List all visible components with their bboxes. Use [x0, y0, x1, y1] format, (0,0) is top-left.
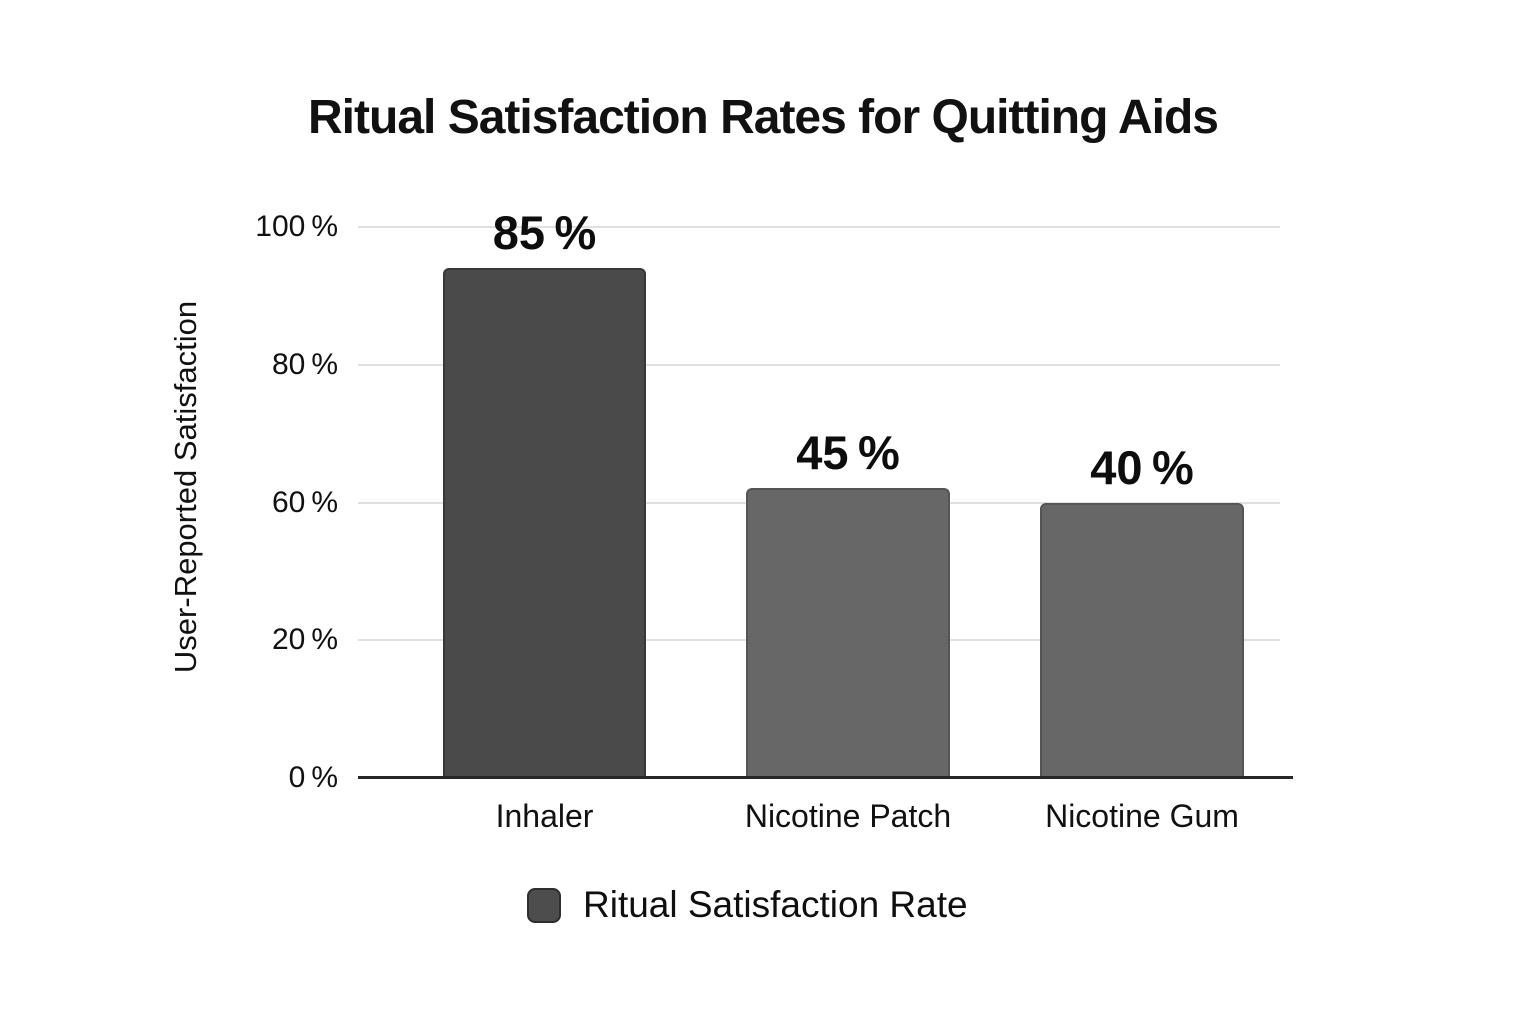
- chart-title: Ritual Satisfaction Rates for Quitting A…: [308, 91, 1219, 144]
- bar-value-label-inhaler: 85 %: [492, 205, 597, 259]
- bar-group-nicotine-gum: 40 %: [1040, 444, 1244, 778]
- bar-inhaler: [443, 267, 646, 778]
- legend: Ritual Satisfaction Rate: [527, 884, 968, 926]
- bar-value-label-nicotine-patch: 45 %: [796, 425, 900, 479]
- gridline-100: [358, 226, 1280, 228]
- y-tick-label-100: 100 %: [255, 210, 338, 243]
- y-axis-title: User-Reported Satisfaction: [168, 300, 203, 674]
- bar-value-label-nicotine-gum: 40 %: [1090, 441, 1194, 495]
- x-category-label-nicotine-gum: Nicotine Gum: [1045, 798, 1239, 834]
- plot-area: 100 % 80 % 60 % 20 % 0 % 85 % 45 % 40 % …: [255, 209, 1293, 834]
- bar-nicotine-patch: [746, 487, 950, 778]
- legend-swatch: [527, 887, 561, 923]
- x-category-label-nicotine-patch: Nicotine Patch: [744, 798, 952, 834]
- y-tick-label-0: 0 %: [288, 761, 338, 794]
- y-tick-label-20: 20 %: [271, 623, 338, 657]
- gridline-80: [358, 363, 1280, 366]
- bar-group-inhaler: 85 %: [443, 209, 646, 778]
- legend-label: Ritual Satisfaction Rate: [583, 884, 968, 925]
- x-category-label-inhaler: Inhaler: [495, 798, 594, 834]
- bar-group-nicotine-patch: 45 %: [746, 429, 950, 778]
- y-tick-label-60: 60 %: [271, 485, 338, 519]
- bar-nicotine-gum: [1040, 503, 1244, 778]
- y-tick-label-80: 80 %: [271, 347, 338, 381]
- x-axis-line: [358, 776, 1293, 779]
